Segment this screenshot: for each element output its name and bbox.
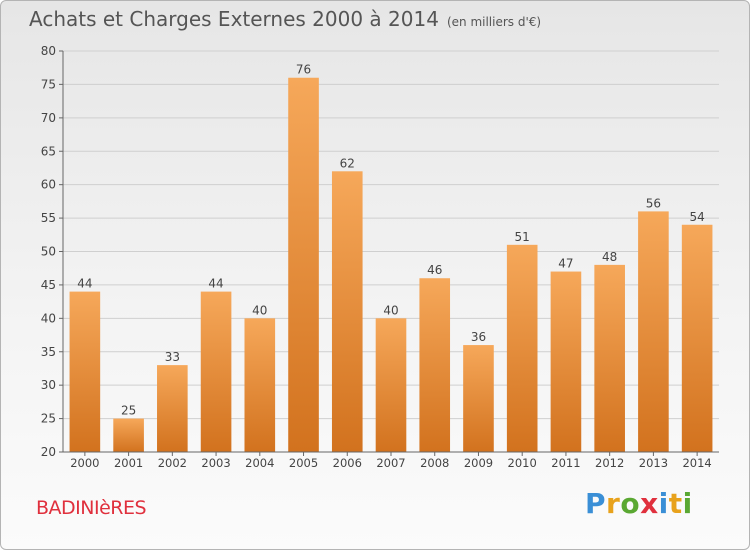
chart-title: Achats et Charges Externes 2000 à 2014 (e… <box>29 7 541 31</box>
brand-letter: t <box>668 487 683 520</box>
y-tick-label: 30 <box>41 378 56 392</box>
chart-title-text: Achats et Charges Externes 2000 à 2014 <box>29 7 439 31</box>
bar-2007 <box>375 318 407 452</box>
bar-2008 <box>419 278 451 452</box>
x-tick-label: 2011 <box>551 456 580 470</box>
bar-value-label: 40 <box>383 303 398 317</box>
y-tick-label: 60 <box>41 178 56 192</box>
bar-2001 <box>113 418 144 452</box>
x-tick-label: 2013 <box>639 456 668 470</box>
x-tick-label: 2002 <box>158 456 187 470</box>
y-tick-label: 45 <box>41 278 56 292</box>
bar-value-label: 76 <box>296 63 311 77</box>
bar-value-label: 51 <box>515 230 530 244</box>
brand-letter: i <box>658 487 669 520</box>
y-tick-label: 50 <box>41 245 56 259</box>
y-tick-label: 80 <box>41 44 56 58</box>
x-tick-label: 2000 <box>70 456 99 470</box>
bar-2014 <box>681 224 713 452</box>
brand-letter: o <box>620 487 641 520</box>
x-tick-label: 2009 <box>464 456 493 470</box>
y-tick-label: 25 <box>41 412 56 426</box>
bar-2002 <box>157 365 188 452</box>
chart-subtitle: (en milliers d'€) <box>446 15 542 29</box>
bar-2004 <box>244 318 276 452</box>
bar-2010 <box>506 244 538 452</box>
bar-2000 <box>69 291 101 452</box>
proxiti-logo: Proxiti <box>585 487 693 520</box>
bar-value-label: 46 <box>427 263 442 277</box>
brand-letter: P <box>585 487 607 520</box>
x-tick-label: 2003 <box>201 456 230 470</box>
bar-2006 <box>331 171 363 453</box>
y-tick-label: 40 <box>41 311 56 325</box>
x-tick-label: 2001 <box>114 456 143 470</box>
brand-letter: i <box>682 487 693 520</box>
y-tick-label: 75 <box>41 77 56 91</box>
commune-name: BADINIèRES <box>36 497 147 519</box>
bar-value-label: 44 <box>208 277 223 291</box>
bars: 44 25 33 44 40 76 62 40 46 36 51 47 48 56 54 <box>69 63 713 453</box>
bar-value-label: 25 <box>121 404 136 418</box>
bar-2011 <box>550 271 582 452</box>
x-tick-label: 2006 <box>333 456 362 470</box>
bar-value-label: 54 <box>689 210 704 224</box>
brand-letter: r <box>606 487 621 520</box>
bar-2012 <box>594 264 625 452</box>
x-tick-label: 2007 <box>376 456 405 470</box>
x-tick-label: 2005 <box>289 456 318 470</box>
x-tick-label: 2010 <box>508 456 537 470</box>
bar-value-label: 62 <box>340 156 355 170</box>
x-tick-label: 2014 <box>682 456 711 470</box>
bar-2005 <box>288 77 319 452</box>
x-tick-label: 2008 <box>420 456 449 470</box>
x-tick-label: 2012 <box>595 456 624 470</box>
bar-2009 <box>463 345 494 452</box>
bar-value-label: 36 <box>471 330 486 344</box>
y-tick-label: 55 <box>41 211 56 225</box>
bar-value-label: 40 <box>252 303 267 317</box>
axes: 20 25 30 35 40 45 50 55 60 65 70 75 80 2000 2001 2002 20… <box>41 44 719 470</box>
bar-2013 <box>638 211 669 452</box>
y-tick-label: 65 <box>41 144 56 158</box>
brand-letter: x <box>640 487 659 520</box>
x-tick-label: 2004 <box>245 456 274 470</box>
bar-value-label: 48 <box>602 250 617 264</box>
bar-2003 <box>200 291 232 452</box>
bar-value-label: 33 <box>165 350 180 364</box>
bar-value-label: 44 <box>77 277 92 291</box>
y-tick-label: 70 <box>41 111 56 125</box>
bar-value-label: 47 <box>558 257 573 271</box>
bar-value-label: 56 <box>646 196 661 210</box>
y-tick-label: 35 <box>41 345 56 359</box>
y-tick-label: 20 <box>41 445 56 459</box>
